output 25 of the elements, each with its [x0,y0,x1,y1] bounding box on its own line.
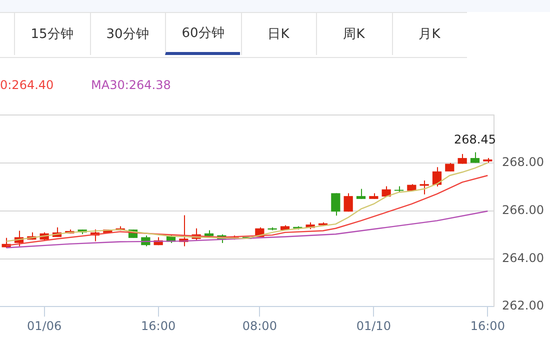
candlestick [344,192,353,212]
y-tick-label: 266.00 [502,203,544,218]
candlestick [458,153,467,164]
text: 月K [392,13,466,55]
annotation: 268.45 [454,132,496,146]
y-tick-label: 262.00 [502,298,544,313]
text: 15分钟 [14,13,89,55]
candlestick [432,166,442,187]
text: 30分钟 [90,13,164,55]
x-tick-label: 16:00 [141,318,176,333]
text: 60分钟 [165,13,240,55]
candlestick [331,192,340,216]
text: 日K [240,13,316,55]
text: MA30:264.38 [91,78,171,92]
y-tick-label: 264.00 [502,250,544,265]
candlestick [420,180,429,195]
candlestick [470,152,480,164]
x-tick-label: 16:00 [470,318,505,333]
x-tick-label: 01/06 [27,318,62,333]
y-tick-label: 268.00 [502,155,544,170]
text: 0:264.40 [0,78,54,92]
candlestick [356,188,366,200]
x-tick-label: 01/10 [356,318,391,333]
x-tick-label: 08:00 [242,318,277,333]
text: 周K [316,13,391,55]
